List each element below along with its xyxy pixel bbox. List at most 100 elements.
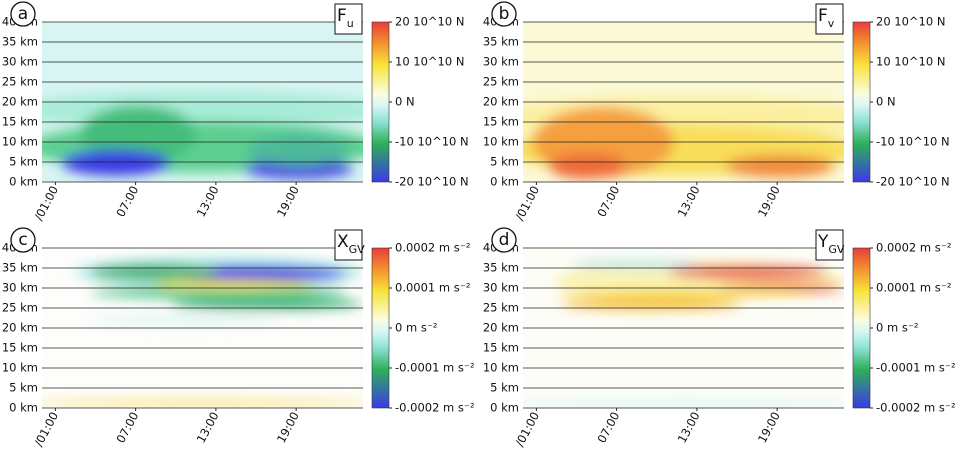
heatmap-blob (61, 150, 171, 176)
heatmap-blob (170, 297, 363, 311)
heatmap-blob (90, 313, 283, 327)
y-tick-label: 20 km (483, 95, 519, 109)
x-tick-label: 07:00 (113, 183, 141, 219)
heatmap-blob (90, 264, 219, 280)
panel-title: YGV (817, 232, 845, 256)
x-tick-label: 13:00 (675, 183, 703, 219)
title-main: F (818, 6, 828, 26)
title-box (815, 3, 844, 35)
heatmap-blob (154, 280, 315, 290)
x-tick-label: 19:00 (755, 409, 783, 445)
panel-label-circle (10, 227, 36, 253)
colorbar-tick-label: 10 10^10 N (876, 55, 945, 69)
panel-label-circle (491, 227, 517, 253)
y-tick-label: 25 km (2, 75, 38, 89)
y-tick-label: 20 km (2, 321, 38, 335)
y-tick-label: 10 km (483, 361, 519, 375)
y-tick-label: 10 km (483, 135, 519, 149)
x-tick-label: 13:00 (194, 183, 222, 219)
y-tick-label: 10 km (2, 135, 38, 149)
panel-title: Fv (818, 6, 835, 30)
heatmap-blob (244, 159, 354, 179)
heatmap-blob (555, 288, 812, 298)
title-box (334, 3, 363, 35)
y-tick-label: 30 km (2, 55, 38, 69)
panel-label-circle (491, 1, 517, 27)
heatmap-field (523, 259, 844, 408)
colorbar-tick-label: 10 10^10 N (395, 55, 464, 69)
colorbar-tick-label: 0 m s⁻² (395, 321, 438, 335)
y-tick-label: 0 km (490, 175, 519, 189)
colorbar-tick-label: 0 N (395, 95, 415, 109)
x-tick-label: 07:00 (113, 409, 141, 445)
y-tick-label: 35 km (2, 261, 38, 275)
title-main: Y (817, 232, 829, 252)
x-tick-label: /01:00 (31, 183, 61, 222)
title-box (334, 229, 363, 261)
x-tick-label: 19:00 (755, 183, 783, 219)
y-tick-label: 5 km (490, 381, 519, 395)
y-tick-label: 15 km (483, 115, 519, 129)
y-tick-label: 20 km (483, 321, 519, 335)
heatmap-blob (247, 134, 351, 166)
y-tick-label: 20 km (2, 95, 38, 109)
title-main: X (337, 232, 349, 252)
colorbar-tick-label: 20 10^10 N (395, 15, 464, 29)
colorbar-tick-label: -0.0002 m s⁻² (876, 401, 956, 415)
y-tick-label: 30 km (483, 55, 519, 69)
y-tick-label: 25 km (483, 301, 519, 315)
panel-title: Fu (337, 6, 354, 30)
colorbar-tick-label: -20 10^10 N (876, 175, 950, 189)
colorbar (371, 21, 390, 183)
x-tick-label: 19:00 (274, 183, 302, 219)
y-tick-label: 15 km (2, 115, 38, 129)
colorbar-tick-label: 0.0001 m s⁻² (876, 281, 951, 295)
heatmap-blob (561, 297, 742, 311)
heatmap-field (42, 90, 363, 179)
heatmap-blob (667, 265, 828, 279)
y-tick-label: 5 km (9, 155, 38, 169)
y-tick-label: 0 km (9, 175, 38, 189)
heatmap-blob (571, 259, 700, 269)
colorbar-tick-label: -0.0001 m s⁻² (876, 361, 956, 375)
y-tick-label: 10 km (2, 361, 38, 375)
y-tick-label: 0 km (490, 401, 519, 415)
heatmap-blob (90, 286, 347, 300)
title-sub: u (347, 17, 354, 30)
title-sub: GV (828, 243, 845, 256)
x-tick-label: 13:00 (194, 409, 222, 445)
y-tick-label: 15 km (2, 341, 38, 355)
colorbar (852, 247, 871, 409)
panel-title: XGV (337, 232, 365, 256)
y-tick-label: 15 km (483, 341, 519, 355)
title-box (815, 229, 844, 261)
x-tick-label: 07:00 (594, 183, 622, 219)
y-tick-label: 25 km (2, 301, 38, 315)
title-sub: v (828, 17, 835, 30)
heatmap-field (42, 256, 363, 407)
title-main: F (337, 6, 347, 26)
colorbar-tick-label: -20 10^10 N (395, 175, 469, 189)
heatmap-blob (548, 153, 626, 179)
y-tick-label: 30 km (483, 281, 519, 295)
colorbar-tick-label: -10 10^10 N (395, 135, 469, 149)
colorbar-tick-label: 0 N (876, 95, 896, 109)
x-tick-label: 13:00 (675, 409, 703, 445)
panel-label: a (18, 4, 28, 24)
colorbar-tick-label: 0 m s⁻² (876, 321, 919, 335)
colorbar-tick-label: -10 10^10 N (876, 135, 950, 149)
y-tick-label: 35 km (483, 35, 519, 49)
x-tick-label: /01:00 (512, 409, 542, 448)
y-tick-label: 25 km (483, 75, 519, 89)
colorbar-tick-label: 0.0002 m s⁻² (395, 241, 470, 255)
panel-label: b (499, 4, 510, 24)
y-tick-label: 5 km (9, 381, 38, 395)
y-tick-label: 35 km (2, 35, 38, 49)
colorbar (852, 21, 871, 183)
heatmap-blob (523, 402, 844, 408)
panel-label-circle (10, 1, 36, 27)
colorbar (371, 247, 390, 409)
